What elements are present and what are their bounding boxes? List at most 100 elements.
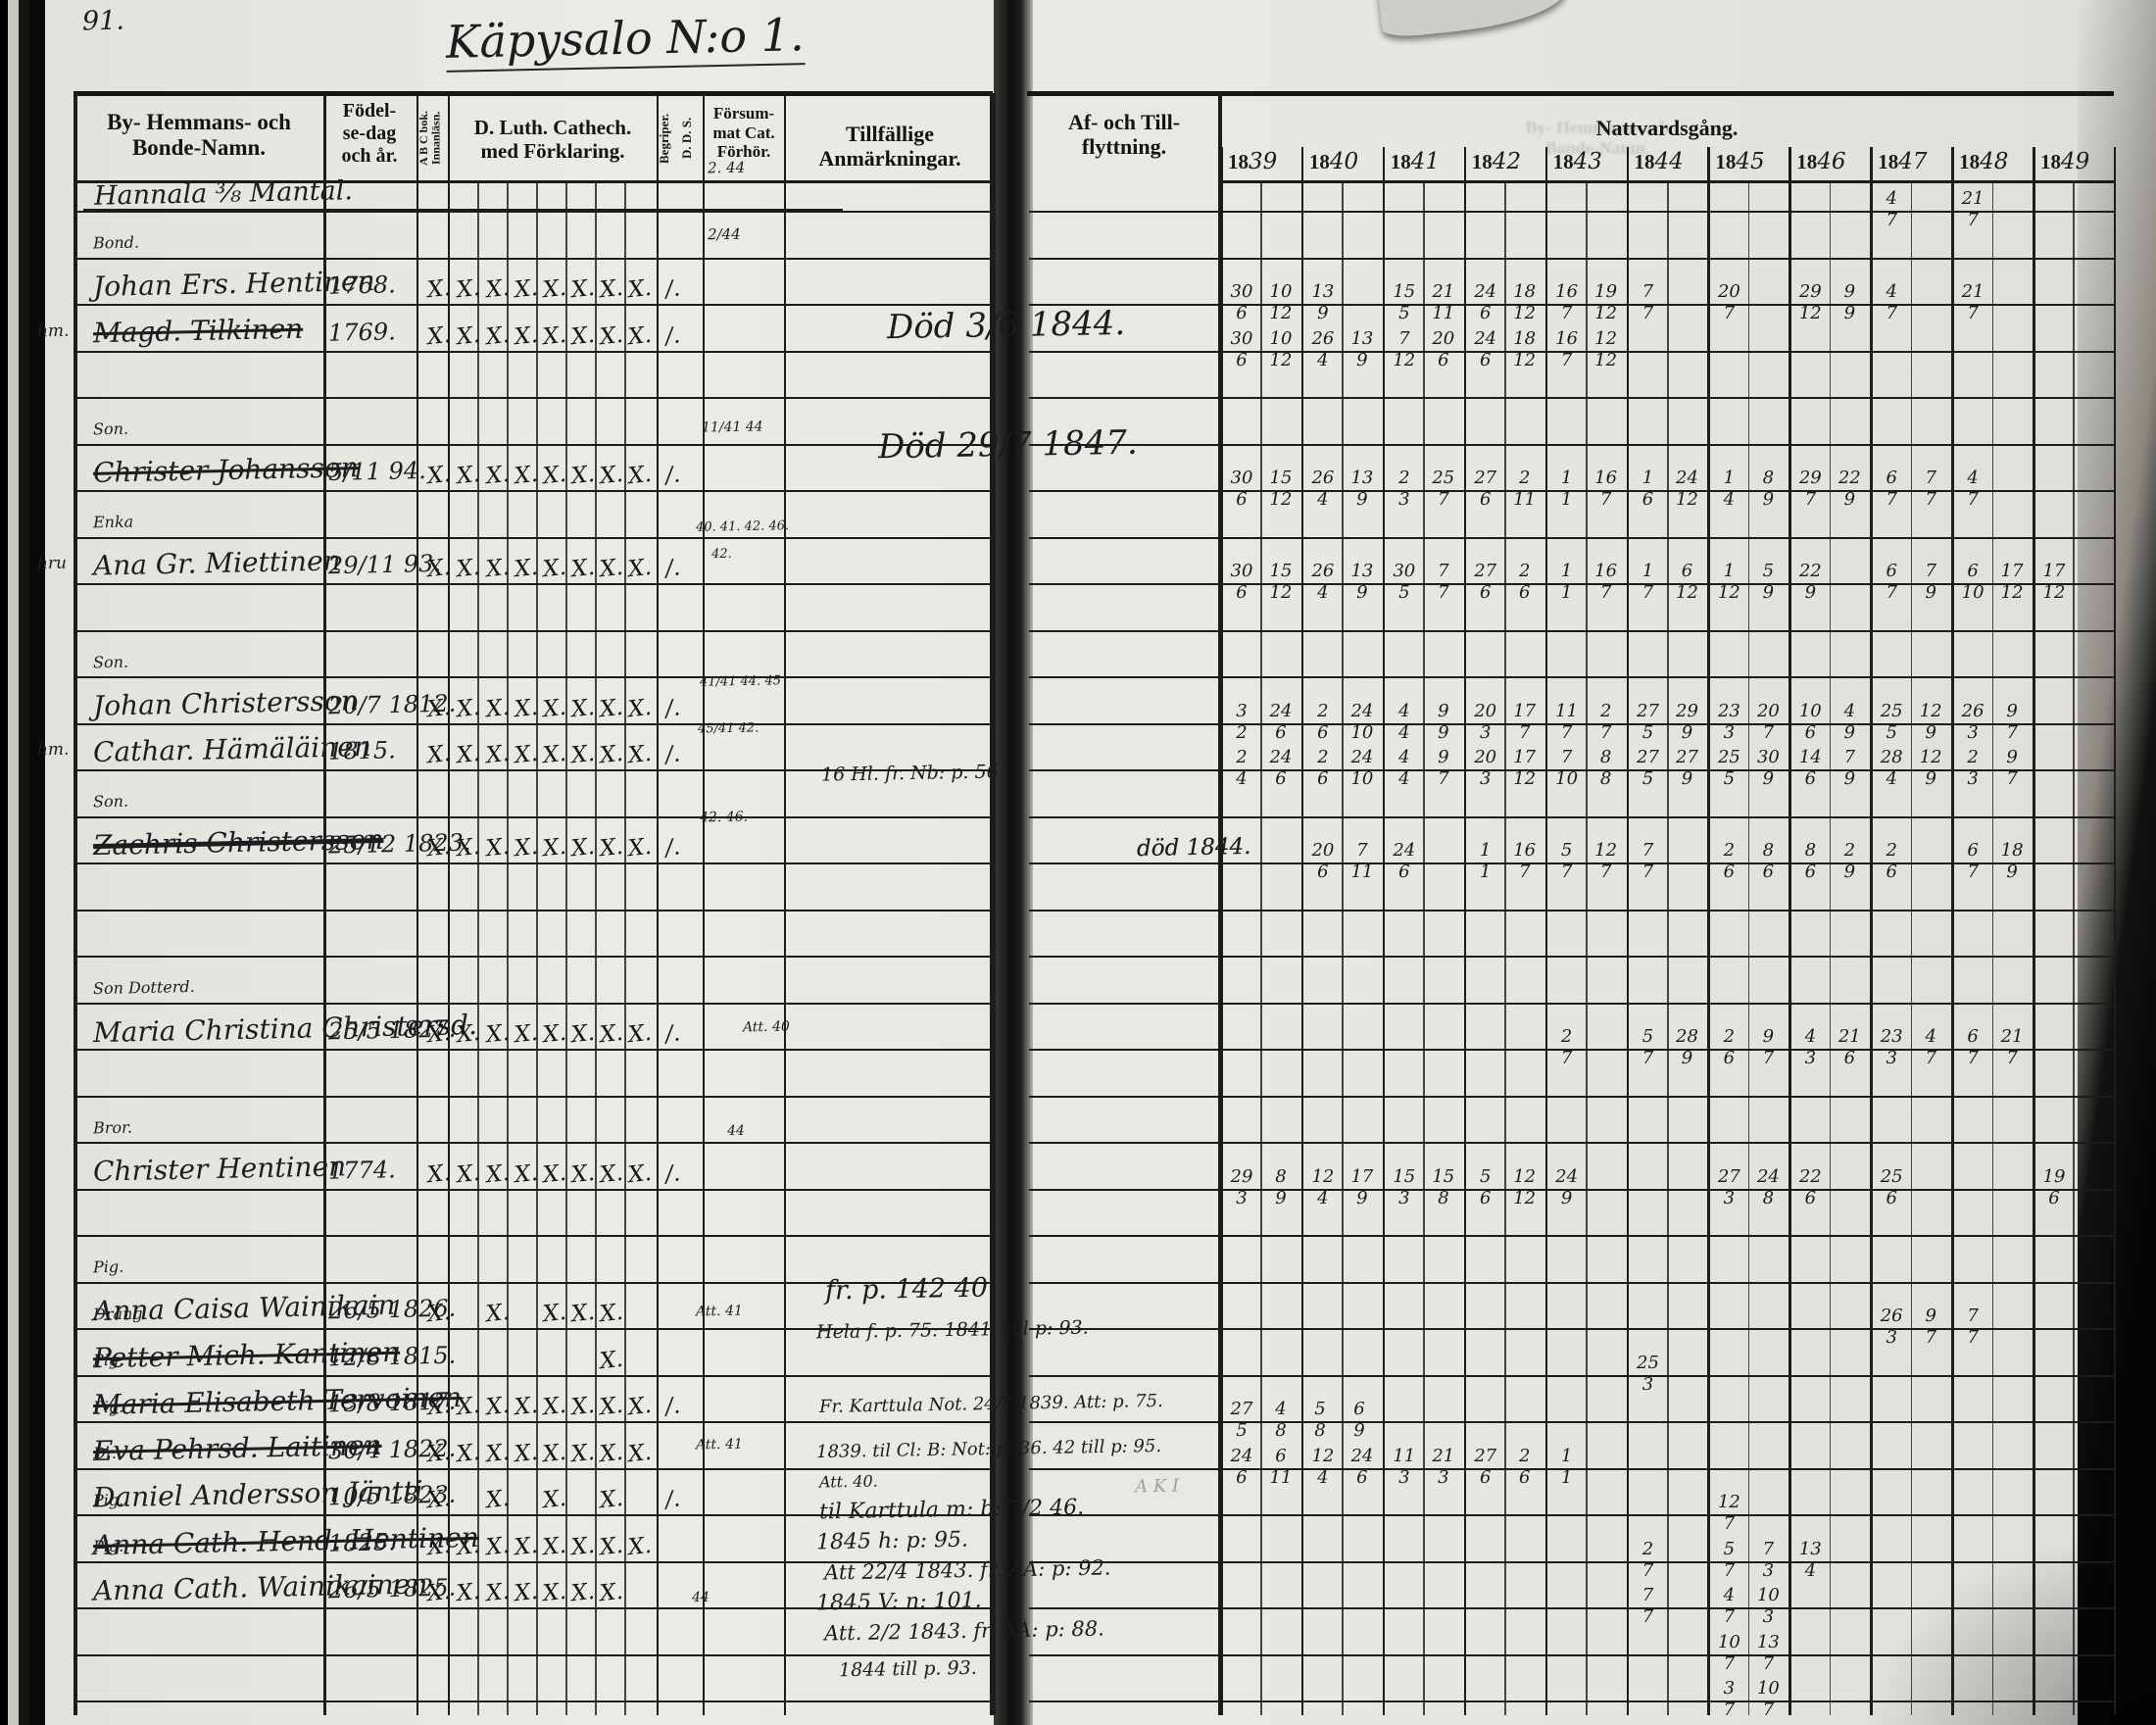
communion-date: 11 3 xyxy=(1393,1445,1416,1488)
reading-mark: X. xyxy=(425,1159,452,1188)
reading-mark: X. xyxy=(455,461,481,490)
page-gutter xyxy=(994,0,1033,1725)
year-line xyxy=(1707,147,1710,1715)
row-line xyxy=(1029,397,2114,399)
handwritten-annotation: Att 22/4 1843. fr. AA: p: 92. xyxy=(823,1555,1111,1585)
reading-mark: X. xyxy=(598,1532,624,1560)
column-line xyxy=(448,93,450,1715)
row-line xyxy=(74,583,993,585)
reading-mark: X. xyxy=(569,1019,596,1049)
year-line xyxy=(1300,147,1304,1715)
reading-mark: X. xyxy=(513,1159,539,1188)
reading-mark: X. xyxy=(425,1392,452,1421)
communion-date: 13 4 xyxy=(1798,1538,1822,1581)
col-header-aftill: Af- och Till-flyttning. xyxy=(1067,110,1181,160)
year-half-line xyxy=(1504,183,1506,1715)
reading-mark: X. xyxy=(569,1532,596,1560)
reading-mark: X. xyxy=(541,1299,567,1328)
reading-mark: X. xyxy=(425,740,452,769)
reading-mark: X. xyxy=(569,740,596,769)
subcolumn-line xyxy=(507,183,509,1715)
column-line xyxy=(657,93,659,1715)
row-role-label: Enka xyxy=(92,512,134,532)
reading-mark: X. xyxy=(598,1299,624,1328)
reading-mark: X. xyxy=(455,321,481,350)
communion-date: 13 9 xyxy=(1311,281,1335,323)
communion-date: 7 11 xyxy=(1350,840,1374,882)
communion-date: 24 6 xyxy=(1350,1445,1374,1488)
row-line xyxy=(1029,1049,2114,1051)
communion-date: 27 3 xyxy=(1717,1165,1740,1208)
corner-shade xyxy=(1862,1529,2156,1725)
reading-mark: X. xyxy=(541,1578,567,1607)
row-line xyxy=(1029,909,2114,912)
year-label: 1848 xyxy=(1959,149,2009,174)
row-line xyxy=(1029,536,2114,539)
reading-mark: X. xyxy=(513,1439,539,1467)
year-half-line xyxy=(1260,183,1263,1715)
row-role-label: Pig. xyxy=(92,1350,124,1370)
reading-mark: X. xyxy=(484,1439,511,1467)
communion-date: 24 10 xyxy=(1350,700,1374,743)
row-birth-date: 1769. xyxy=(327,317,397,347)
communion-date: 25 5 xyxy=(1880,700,1903,743)
communion-date: 29 12 xyxy=(1798,281,1822,323)
handwritten-annotation: 11/41 44 xyxy=(701,419,763,436)
reading-mark: X. xyxy=(541,461,567,490)
row-line xyxy=(1029,862,2114,864)
year-label: 1847 xyxy=(1878,149,1928,174)
handwritten-annotation: Att. 40. xyxy=(818,1471,878,1492)
reading-mark: X. xyxy=(513,1019,539,1049)
year-line xyxy=(2113,147,2117,1715)
communion-date: 2 11 xyxy=(1513,468,1537,510)
reading-mark: X. xyxy=(513,321,539,350)
row-line xyxy=(74,1095,993,1098)
handwritten-annotation: 42. xyxy=(710,546,732,563)
column-line xyxy=(323,93,326,1715)
communion-date: 24 6 xyxy=(1269,700,1293,743)
reading-mark: X. xyxy=(569,274,596,304)
communion-date: 22 6 xyxy=(1798,1165,1822,1208)
communion-date: 28 4 xyxy=(1880,747,1903,789)
communion-date: 21 7 xyxy=(1961,188,1984,230)
row-role-label: Bror. xyxy=(92,1117,133,1137)
row-line xyxy=(1029,769,2114,771)
year-label: 1840 xyxy=(1308,149,1359,174)
reading-mark: X. xyxy=(484,1532,511,1560)
row-role-label: Dr. xyxy=(92,1443,118,1463)
year-line xyxy=(1870,147,1873,1715)
row-birth-date: 1815. xyxy=(327,736,397,765)
communion-date: 30 9 xyxy=(1756,747,1780,789)
handwritten-annotation: 45/41 42. xyxy=(697,720,760,737)
subcolumn-line xyxy=(595,183,597,1715)
year-line xyxy=(1220,147,1223,1715)
row-line xyxy=(1029,443,2114,446)
reading-mark: X. xyxy=(541,274,567,304)
reading-mark: X. xyxy=(455,1392,481,1421)
reading-mark: X. xyxy=(626,833,653,862)
row-person-name: Johan Christersson xyxy=(92,683,360,722)
communion-date: 26 4 xyxy=(1311,468,1335,510)
year-label: 1841 xyxy=(1390,149,1441,174)
reading-mark: X. xyxy=(569,554,596,583)
reading-mark: X. xyxy=(455,740,481,769)
row-line xyxy=(74,536,993,539)
